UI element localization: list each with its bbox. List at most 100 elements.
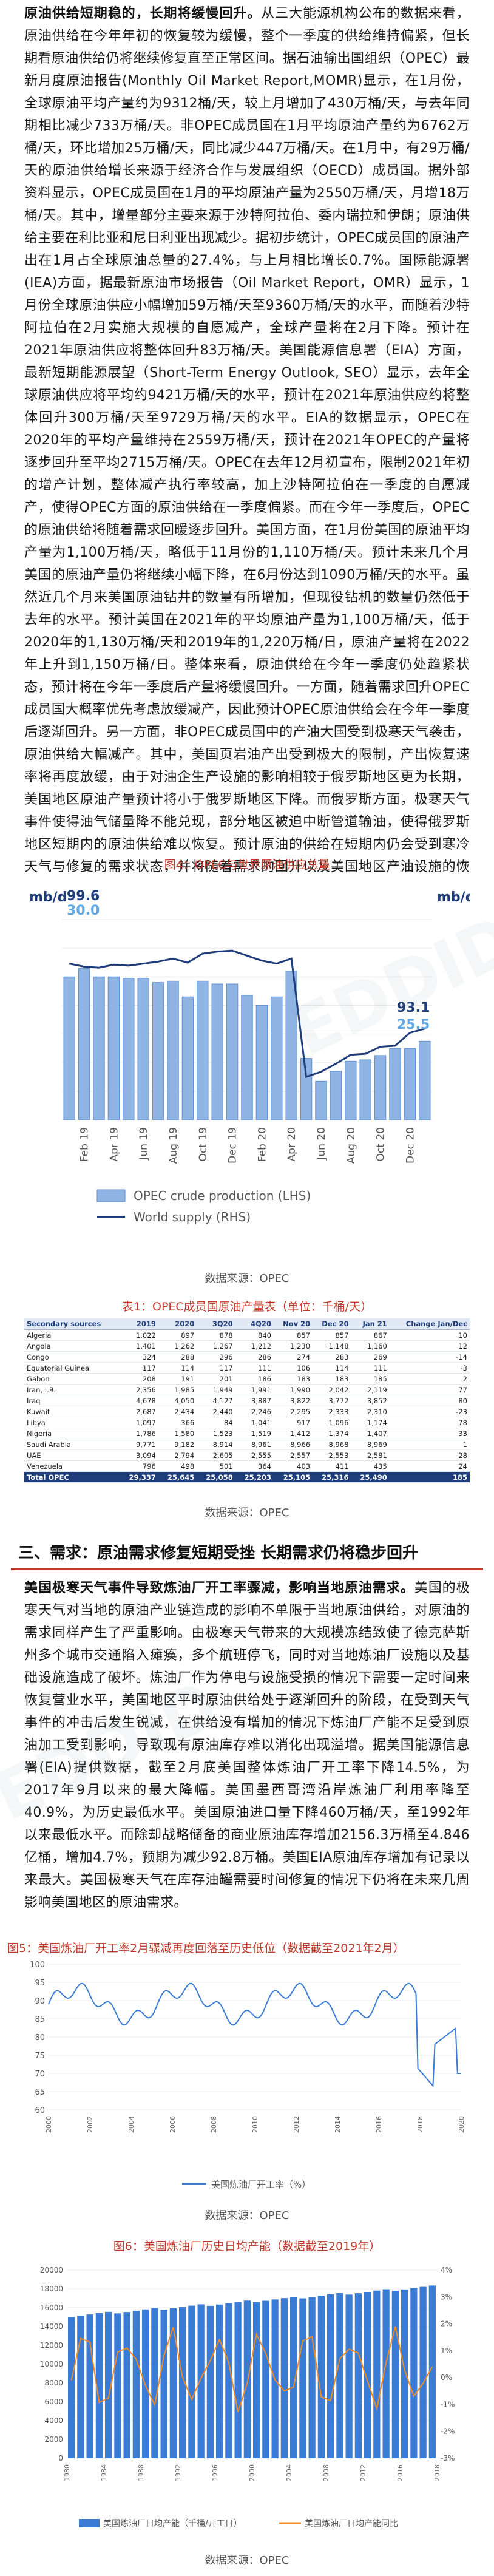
y-tick-label: 75	[35, 2052, 45, 2061]
y-tick-label-left: 0	[58, 2454, 63, 2462]
table-cell: 1,212	[235, 1340, 274, 1352]
table-row: Kuwait 2,687 2,434 2,440 2,246 2,295 2,333 2,31…	[24, 1406, 470, 1417]
table-cell: Iran, I.R.	[24, 1384, 120, 1395]
capacity-bar	[86, 2314, 93, 2458]
table-cell: 25,645	[158, 1471, 197, 1483]
table-cell: 1,374	[313, 1428, 351, 1439]
x-tick-label: 2016	[396, 2464, 404, 2481]
capacity-bar	[262, 2300, 269, 2458]
table-cell: 33	[389, 1428, 470, 1439]
opec-bar	[255, 1005, 268, 1120]
table-cell: 2,581	[351, 1449, 390, 1461]
capacity-bar	[327, 2294, 334, 2458]
table-cell: 84	[197, 1417, 235, 1428]
x-tick-label: 1988	[137, 2464, 145, 2481]
table-cell: 1,262	[158, 1340, 197, 1352]
table-cell: 114	[158, 1362, 197, 1374]
table-cell: 185	[351, 1373, 390, 1385]
table-cell: 435	[351, 1460, 390, 1472]
table-cell: 29,337	[120, 1471, 158, 1483]
capacity-bar	[188, 2305, 195, 2458]
x-tick-label: Aug 20	[345, 1127, 357, 1164]
table-cell: 80	[389, 1395, 470, 1406]
table-cell: Libya	[24, 1417, 120, 1428]
capacity-bar	[280, 2298, 288, 2458]
y-tick-label: 60	[35, 2106, 45, 2115]
table-header-cell: 2020	[158, 1318, 197, 1330]
y-tick-label: 65	[35, 2088, 45, 2097]
capacity-bar	[95, 2313, 103, 2458]
table-cell: 366	[158, 1417, 197, 1428]
y-tick-label-right: -3%	[441, 2454, 455, 2462]
table-cell: 501	[197, 1460, 235, 1472]
table-cell: UAE	[24, 1449, 120, 1461]
x-tick-label: 1996	[211, 2464, 219, 2481]
fig4-title: 图4：OPEC与世界原油供应总量	[164, 858, 330, 872]
x-tick-label: Feb 20	[256, 1127, 268, 1162]
table-cell: 840	[235, 1329, 274, 1341]
table-header-cell: Secondary sources	[24, 1318, 120, 1330]
opec-bar	[271, 996, 283, 1120]
y-tick-label-left: 10000	[40, 2360, 63, 2368]
table-cell: 3,822	[273, 1395, 313, 1406]
table-cell: 1,401	[120, 1340, 158, 1352]
table-cell: 324	[120, 1351, 158, 1363]
table-row: Venezuela 796 498 501 364 403 411 435 24	[24, 1460, 470, 1472]
table-cell: 2,555	[235, 1449, 274, 1461]
opec-bar	[152, 982, 164, 1120]
table-cell: 1,022	[120, 1329, 158, 1341]
table-cell: 1,160	[351, 1340, 390, 1352]
table-cell: 9,771	[120, 1439, 158, 1450]
y-tick-label-left: 8000	[44, 2379, 63, 2387]
table-cell: 2,794	[158, 1449, 197, 1461]
opec-bar	[345, 1060, 357, 1120]
capacity-bar	[345, 2294, 353, 2458]
opec-bar	[241, 995, 253, 1120]
table-cell: 1,949	[197, 1384, 235, 1395]
table-cell: 286	[235, 1351, 274, 1363]
table-cell: 12	[389, 1340, 470, 1352]
table-cell: 8,966	[273, 1439, 313, 1450]
opec-bar	[300, 1058, 313, 1120]
opec-bar	[226, 983, 239, 1120]
capacity-bar	[308, 2297, 316, 2458]
table1-title: 表1：OPEC成员国原油产量表（单位：千桶/天）	[121, 1300, 373, 1313]
capacity-bar	[428, 2285, 436, 2458]
table-cell: 3,772	[313, 1395, 351, 1406]
y-tick-label-left: 20000	[40, 2266, 63, 2274]
opec-bar	[107, 976, 120, 1120]
capacity-bar	[77, 2316, 84, 2458]
opec-bar	[389, 1048, 401, 1120]
table-cell: 25,058	[197, 1471, 235, 1483]
section3-heading: 三、需求：原油需求修复短期受挫 长期需求仍将稳步回升	[18, 1544, 419, 1562]
table-cell: 1,580	[158, 1428, 197, 1439]
x-tick-label: 1984	[100, 2464, 108, 2481]
demand-paragraph: 美国极寒天气事件导致炼油厂开工率骤减，影响当地原油需求。美国的极寒天气对当地的原…	[24, 1577, 470, 1914]
table-cell: 296	[197, 1351, 235, 1363]
table-cell: 8,961	[235, 1439, 274, 1450]
table-cell: 117	[120, 1362, 158, 1374]
table-cell: 1,985	[158, 1384, 197, 1395]
table-row: Iran, I.R. 2,356 1,985 1,949 1,991 1,990 2,042…	[24, 1384, 470, 1395]
table-cell: 28	[389, 1449, 470, 1461]
opec-end-label: 25.5	[397, 1017, 430, 1032]
table-cell: 186	[235, 1373, 274, 1385]
legend-bar-label: 美国炼油厂日均产能（千桶/开工日）	[103, 2519, 242, 2529]
table-body: Algeria 1,022 897 878 840 857 857 867 10 Angola 1,…	[24, 1329, 470, 1483]
supply-text: 从三大能源机构公布的数据来看，原油供给在今年年初的恢复较为缓慢，整个一季度的供给…	[24, 6, 470, 897]
y-tick-label-right: 1%	[441, 2347, 452, 2355]
y-tick-label: 95	[35, 1979, 45, 1988]
fig6-svg: 0 2000 4000 6000 8000 10000 12000 14000 16000 180…	[40, 2266, 455, 2529]
fig6-source: 数据来源：OPEC	[205, 2554, 289, 2567]
table-cell: 4,050	[158, 1395, 197, 1406]
demand-lead: 美国极寒天气事件导致炼油厂开工率骤减，影响当地原油需求。	[24, 1581, 414, 1596]
table-cell: 25,203	[235, 1471, 274, 1483]
table-cell: 2,440	[197, 1406, 235, 1417]
capacity-bar	[234, 2302, 242, 2458]
table-cell: 201	[197, 1373, 235, 1385]
right-axis-unit: mb/d	[437, 890, 470, 905]
table-row: Equatorial Guinea 117 114 117 111 106 114 111 -3	[24, 1362, 470, 1374]
x-tick-label: 1980	[63, 2464, 71, 2481]
capacity-bar	[354, 2293, 362, 2458]
table-header-cell: 4Q20	[235, 1318, 274, 1330]
